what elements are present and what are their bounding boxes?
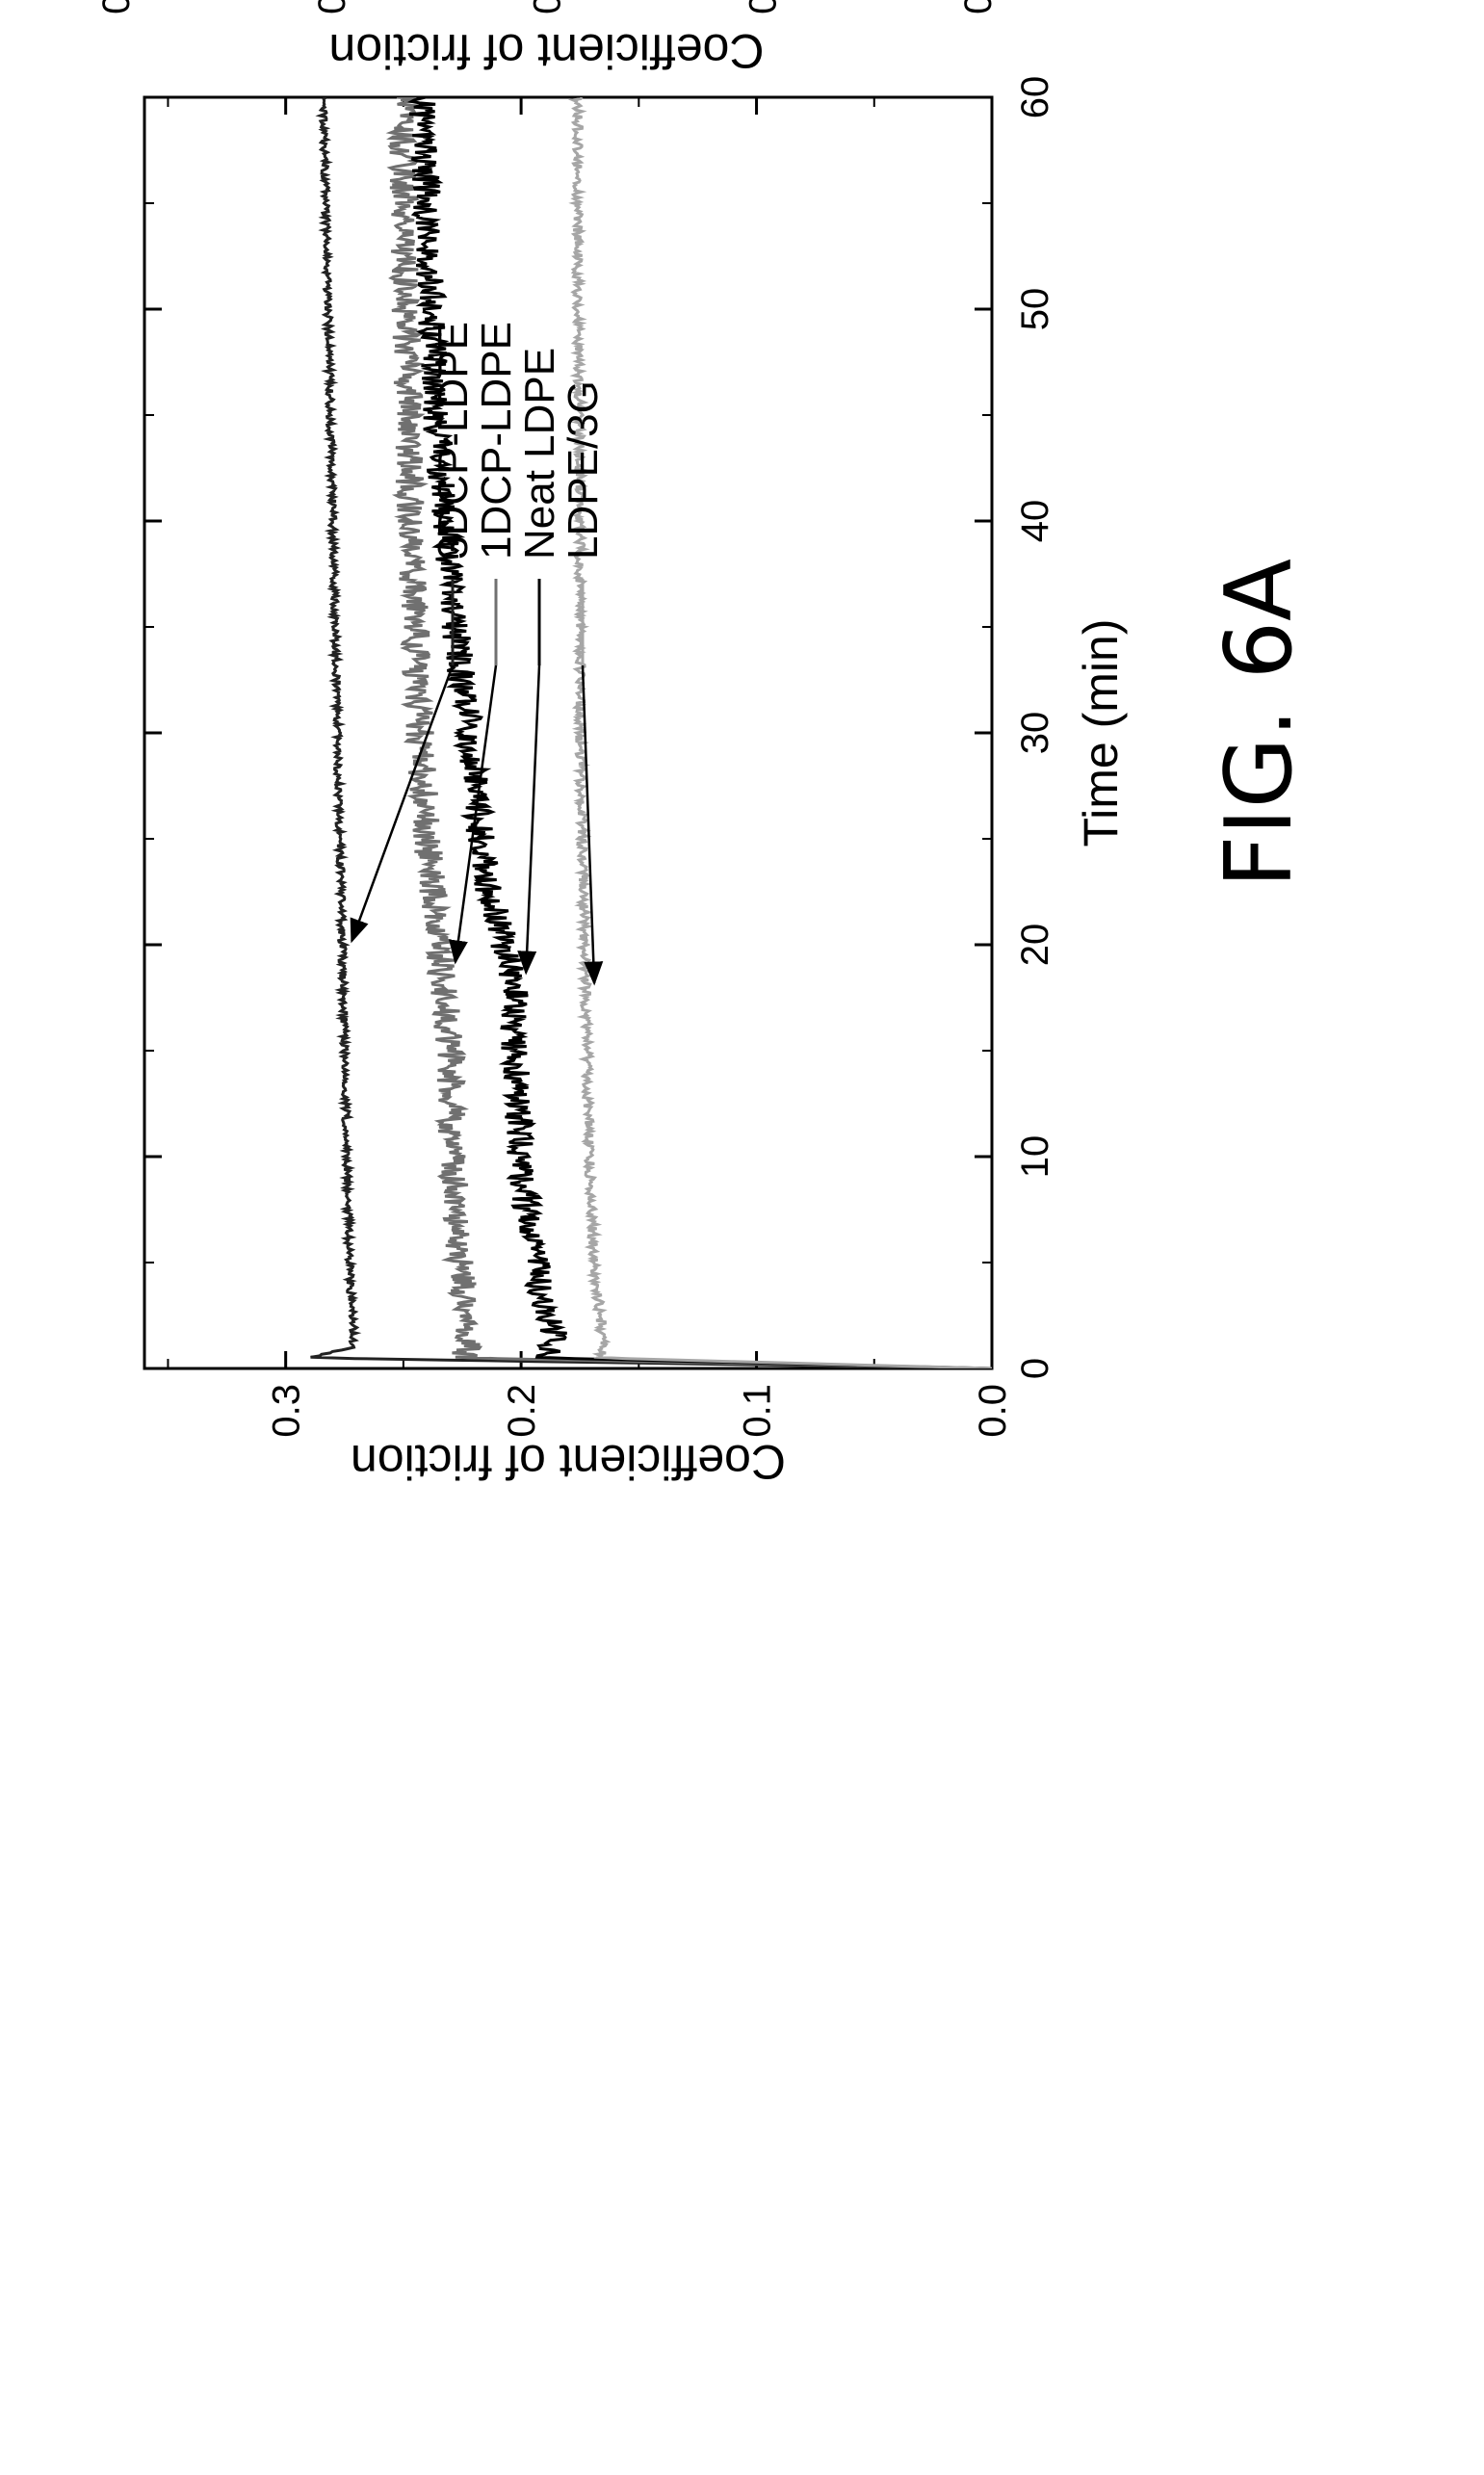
legend-arrow (449, 664, 498, 965)
x-tick-label: 60 (1014, 76, 1056, 119)
legend-label: LDPE/3G (560, 380, 607, 560)
legend-label: 1DCP-LDPE (473, 322, 520, 560)
figure-label-6a: FIG. 6A (1207, 559, 1313, 888)
y-axis-label: Coefficient of friction (351, 1435, 786, 1484)
x-tick-label: 0 (1014, 1358, 1056, 1379)
series-line-neat-ldpe (406, 97, 992, 1368)
x-tick-label: 20 (1014, 924, 1056, 967)
legend-label: Neat LDPE (516, 348, 563, 560)
y-tick-label: 0.3 (266, 1384, 308, 1438)
x-tick-label: 40 (1014, 500, 1056, 543)
y-tick-label: 0.35 (95, 0, 138, 14)
series-group (310, 97, 992, 1368)
legend-arrow (350, 664, 455, 944)
legend-label: 3DCP-LDPE (430, 322, 477, 560)
x-axis-label: Time (min) (1074, 618, 1128, 847)
y-axis-label: Coefficient of friction (328, 24, 764, 78)
chart-fig6b: 012345670.150.200.250.300.35Graphite loa… (95, 0, 1000, 78)
legend-arrow (581, 664, 604, 986)
y-tick-label: 0.2 (501, 1384, 543, 1438)
y-tick-label: 0.15 (957, 0, 1000, 14)
x-tick-label: 30 (1014, 712, 1056, 755)
series-line-3dcp-ldpe (310, 97, 992, 1368)
x-tick-label: 50 (1014, 288, 1056, 331)
legend-arrow (517, 664, 541, 976)
y-tick-label: 0.1 (737, 1384, 779, 1438)
series-line-1dcp-ldpe (385, 97, 992, 1368)
y-tick-label: 0.0 (972, 1384, 1014, 1438)
series-line-ldpe-3g (567, 97, 992, 1368)
y-tick-label: 0.25 (527, 0, 569, 14)
x-tick-label: 10 (1014, 1135, 1056, 1179)
y-tick-label: 0.20 (742, 0, 784, 14)
chart-fig6a: 0 10 20 30 40 50 60 0.0 0.1 0.2 0.3 Time (min) Coeff… (143, 76, 1313, 1484)
y-tick-label: 0.30 (311, 0, 353, 14)
figure-sheet: 0 10 20 30 40 50 60 0.0 0.1 0.2 0.3 Time (min) Coeff… (95, 0, 1313, 1484)
